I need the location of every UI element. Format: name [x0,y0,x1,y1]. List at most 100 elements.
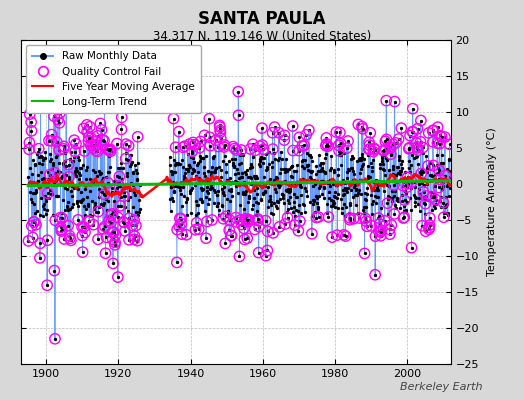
Point [344,138,352,144]
Point [417,170,425,177]
Point [51,336,59,342]
Point [25,140,34,146]
Point [102,234,111,240]
Point [362,218,370,224]
Point [60,146,68,152]
Point [101,223,109,230]
Point [202,235,210,241]
Point [366,130,375,136]
Point [421,200,430,207]
Point [205,134,214,140]
Point [350,216,358,222]
Point [380,218,389,224]
Point [419,189,428,195]
Point [395,136,403,142]
Point [371,233,379,239]
Point [268,130,277,136]
Point [25,146,34,152]
Point [405,146,413,152]
Point [65,174,73,180]
Text: 34.317 N, 119.146 W (United States): 34.317 N, 119.146 W (United States) [153,30,371,43]
Point [221,240,230,247]
Point [261,218,270,224]
Point [429,127,438,134]
Point [50,113,58,120]
Point [270,124,279,130]
Point [226,217,234,224]
Point [354,121,363,128]
Point [64,222,72,229]
Point [78,232,86,239]
Point [328,234,336,240]
Point [97,127,106,133]
Point [371,272,379,278]
Point [324,143,332,149]
Point [235,253,244,260]
Point [261,252,270,259]
Point [422,193,430,199]
Point [314,214,323,220]
Point [340,232,348,238]
Point [221,142,229,148]
Point [363,223,371,230]
Point [346,215,354,221]
Point [405,144,413,151]
Point [322,135,331,141]
Point [382,98,390,104]
Point [342,233,350,239]
Point [431,196,440,203]
Point [86,142,95,149]
Point [47,138,56,144]
Point [107,220,115,226]
Point [403,184,411,190]
Point [216,127,224,134]
Point [243,216,251,223]
Point [361,215,369,222]
Point [175,223,183,230]
Point [433,140,442,146]
Point [300,142,308,149]
Point [130,217,138,224]
Point [429,128,437,134]
Point [436,176,444,183]
Point [229,144,237,150]
Point [289,123,297,129]
Point [182,232,191,238]
Point [119,219,127,225]
Point [263,247,271,254]
Point [55,147,63,153]
Legend: Raw Monthly Data, Quality Control Fail, Five Year Moving Average, Long-Term Tren: Raw Monthly Data, Quality Control Fail, … [26,45,201,113]
Point [336,140,345,146]
Point [188,148,196,154]
Point [106,146,115,152]
Point [108,229,117,235]
Point [117,126,126,133]
Point [100,138,108,144]
Point [85,218,93,225]
Point [99,136,107,143]
Point [114,274,122,280]
Point [251,147,259,154]
Point [91,147,100,154]
Point [280,132,289,138]
Point [259,146,268,152]
Point [381,138,389,144]
Point [111,239,119,246]
Point [196,138,205,145]
Point [216,135,225,142]
Point [407,244,416,251]
Point [234,112,243,118]
Point [308,230,316,237]
Point [194,226,203,232]
Point [343,145,351,151]
Point [220,144,228,150]
Point [87,135,95,141]
Point [333,232,342,238]
Point [336,129,344,136]
Point [399,182,407,189]
Point [56,120,64,126]
Point [275,224,283,230]
Text: SANTA PAULA: SANTA PAULA [198,10,326,28]
Point [60,236,69,242]
Point [249,141,257,147]
